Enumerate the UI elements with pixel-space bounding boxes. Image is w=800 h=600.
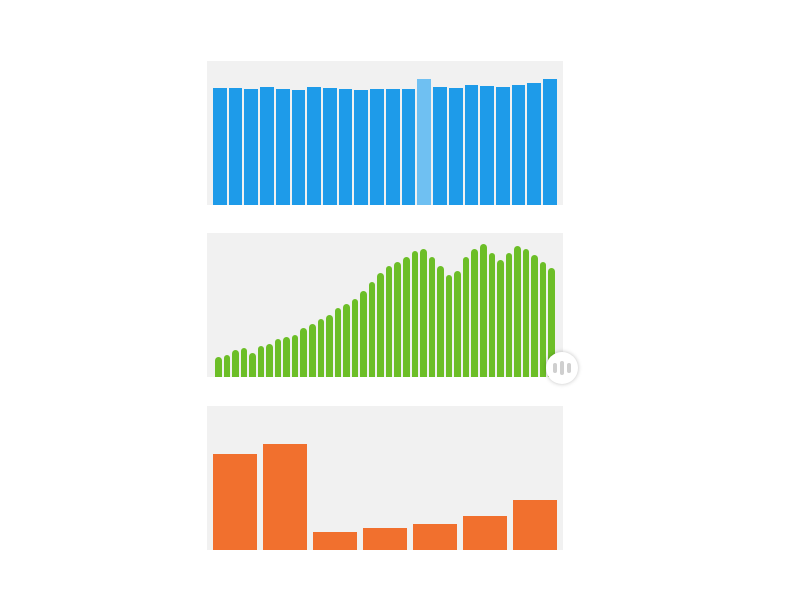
bar-chart-blue: [207, 61, 563, 205]
bar: [386, 89, 400, 205]
bar: [326, 315, 333, 377]
bar: [471, 249, 478, 377]
bar: [275, 339, 282, 377]
loader-segment: [553, 363, 557, 373]
bar: [523, 249, 530, 377]
bar: [463, 516, 507, 550]
bar: [307, 87, 321, 205]
bar: [497, 260, 504, 377]
bar: [480, 244, 487, 377]
bar: [292, 90, 306, 205]
bar: [354, 90, 368, 205]
loading-indicator: [546, 352, 578, 384]
bar: [489, 253, 496, 377]
bar: [402, 89, 416, 205]
bar: [339, 89, 353, 205]
bar: [413, 524, 457, 550]
bar: [446, 275, 453, 377]
bar: [512, 85, 526, 205]
bar: [394, 262, 401, 377]
bar: [213, 454, 257, 550]
bar: [412, 251, 419, 377]
bar: [420, 249, 427, 377]
bar: [449, 88, 463, 205]
bar: [465, 85, 479, 205]
bar: [370, 89, 384, 205]
bar: [540, 262, 547, 377]
bar: [232, 350, 239, 377]
stage: [0, 0, 800, 600]
bar: [513, 500, 557, 550]
loader-segment: [560, 361, 564, 375]
bar: [403, 257, 410, 377]
bar: [369, 282, 376, 377]
bar: [506, 253, 513, 377]
bar-chart-green: [207, 233, 563, 377]
bar: [352, 299, 359, 377]
bar: [531, 255, 538, 377]
bar: [249, 353, 256, 377]
bar: [229, 88, 243, 205]
bar: [213, 88, 227, 205]
loader-segment: [567, 363, 571, 373]
bar: [496, 87, 510, 205]
bar: [417, 79, 431, 205]
bar: [454, 271, 461, 377]
bar: [377, 273, 384, 377]
bar: [386, 266, 393, 377]
bar: [309, 324, 316, 377]
bar: [437, 266, 444, 377]
bar: [300, 328, 307, 377]
bar: [244, 89, 258, 205]
bar: [335, 308, 342, 377]
bar: [433, 87, 447, 205]
bar-chart-orange: [207, 406, 563, 550]
bar: [363, 528, 407, 550]
bar: [215, 357, 222, 377]
bar: [543, 79, 557, 205]
bar: [429, 257, 436, 377]
bar: [318, 319, 325, 377]
bar: [343, 304, 350, 377]
bar: [527, 83, 541, 205]
bar: [480, 86, 494, 205]
bar: [463, 257, 470, 377]
bar: [292, 335, 299, 377]
bar: [263, 444, 307, 550]
bar: [323, 88, 337, 205]
bar: [276, 89, 290, 205]
bar: [313, 532, 357, 550]
bar: [283, 337, 290, 377]
bar: [241, 348, 248, 377]
bar: [260, 87, 274, 205]
bar: [360, 291, 367, 377]
bar: [266, 344, 273, 377]
bar: [514, 246, 521, 377]
bar: [258, 346, 265, 377]
bar: [224, 355, 231, 377]
